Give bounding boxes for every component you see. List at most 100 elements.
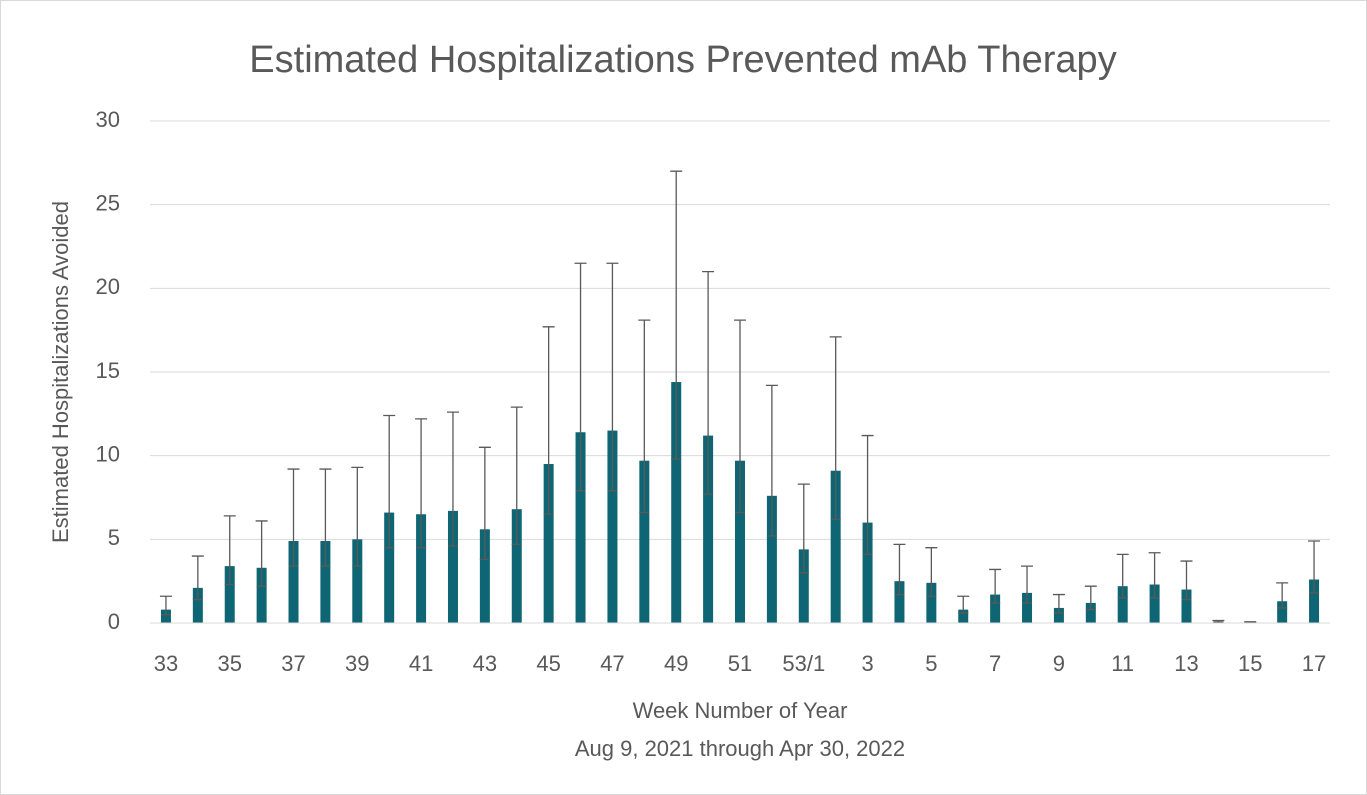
bar [320, 541, 331, 623]
error-bar [255, 520, 268, 587]
error-bar [734, 319, 746, 514]
bar [671, 382, 682, 623]
error-bar [415, 418, 428, 549]
x-axis-subtitle: Aug 9, 2021 through Apr 30, 2022 [575, 736, 905, 761]
x-tick-label: 53/1 [782, 651, 825, 676]
bar [384, 512, 395, 623]
error-bar [446, 411, 459, 547]
error-bar [574, 262, 587, 492]
bar [192, 587, 203, 623]
error-bar [478, 446, 491, 561]
x-tick-label: 39 [345, 651, 369, 676]
bar [607, 430, 618, 623]
bar [288, 541, 299, 623]
y-tick-label: 10 [96, 441, 120, 466]
bar [798, 549, 809, 623]
error-bar [1052, 593, 1065, 614]
error-bar [1084, 585, 1097, 611]
y-axis-title: Estimated Hospitalizations Avoided [48, 201, 73, 543]
x-tick-label: 41 [409, 651, 433, 676]
error-bar [861, 434, 874, 556]
bar [352, 539, 363, 623]
x-tick-label: 51 [728, 651, 752, 676]
error-bar [319, 468, 332, 567]
error-bar [1212, 619, 1225, 623]
error-bar [638, 319, 651, 514]
error-bar [1244, 621, 1257, 624]
bar [1277, 601, 1288, 623]
error-bar [287, 468, 300, 567]
bar [160, 609, 171, 623]
error-bar [1276, 582, 1289, 609]
bar [639, 460, 650, 623]
y-tick-label: 30 [96, 107, 120, 132]
y-tick-label: 0 [108, 609, 120, 634]
error-bar [223, 515, 236, 586]
error-bar [670, 170, 683, 460]
bar [894, 581, 905, 623]
x-tick-label: 15 [1238, 651, 1262, 676]
error-bar [159, 595, 172, 616]
bar [1117, 586, 1128, 623]
x-tick-label: 43 [473, 651, 497, 676]
bar [862, 522, 873, 623]
x-tick-label: 49 [664, 651, 688, 676]
error-bar [191, 555, 204, 601]
bar [990, 594, 1001, 623]
x-tick-label: 11 [1111, 651, 1134, 676]
bar [926, 582, 937, 623]
bar [766, 495, 777, 623]
bar [256, 567, 267, 623]
error-bar [606, 262, 619, 492]
bar [447, 510, 458, 623]
bar [830, 470, 841, 623]
bar [479, 529, 490, 623]
bar [224, 566, 235, 623]
error-bar [765, 384, 778, 537]
bar [703, 435, 714, 623]
error-bar [1021, 565, 1034, 604]
x-tick-label: 7 [989, 651, 1001, 676]
error-bar [957, 595, 970, 614]
error-bar [510, 406, 523, 546]
x-tick-label: 33 [154, 651, 178, 676]
error-bar [1116, 553, 1129, 599]
error-bar [542, 326, 555, 515]
error-bar [989, 568, 1002, 604]
y-tick-label: 5 [108, 525, 120, 550]
chart-title: Estimated Hospitalizations Prevented mAb… [249, 39, 1116, 81]
x-axis-title: Week Number of Year [633, 698, 848, 723]
x-tick-label: 45 [536, 651, 560, 676]
error-bar [797, 483, 810, 574]
error-bar [829, 336, 842, 520]
bar [1149, 584, 1160, 623]
error-bar [351, 466, 364, 567]
bar [1053, 607, 1064, 623]
bar [1181, 589, 1192, 623]
error-bar [1308, 540, 1321, 594]
y-tick-label: 20 [96, 274, 120, 299]
x-tick-label: 13 [1174, 651, 1198, 676]
bar [1022, 592, 1033, 623]
bar [575, 432, 586, 623]
bar [543, 464, 554, 623]
bar [511, 509, 522, 623]
error-bar [925, 547, 938, 597]
x-tick-label: 35 [217, 651, 241, 676]
error-bar [383, 414, 396, 549]
bar [1085, 602, 1096, 623]
bar [958, 609, 969, 623]
y-tick-label: 15 [96, 358, 120, 383]
x-tick-label: 17 [1302, 651, 1326, 676]
bar [735, 460, 745, 623]
x-tick-label: 47 [600, 651, 624, 676]
error-bar [1148, 552, 1161, 599]
error-bar [702, 270, 715, 495]
bar [416, 514, 427, 623]
x-tick-label: 3 [861, 651, 873, 676]
y-tick-label: 25 [96, 190, 120, 215]
x-tick-label: 37 [281, 651, 305, 676]
error-bar [1180, 560, 1193, 601]
